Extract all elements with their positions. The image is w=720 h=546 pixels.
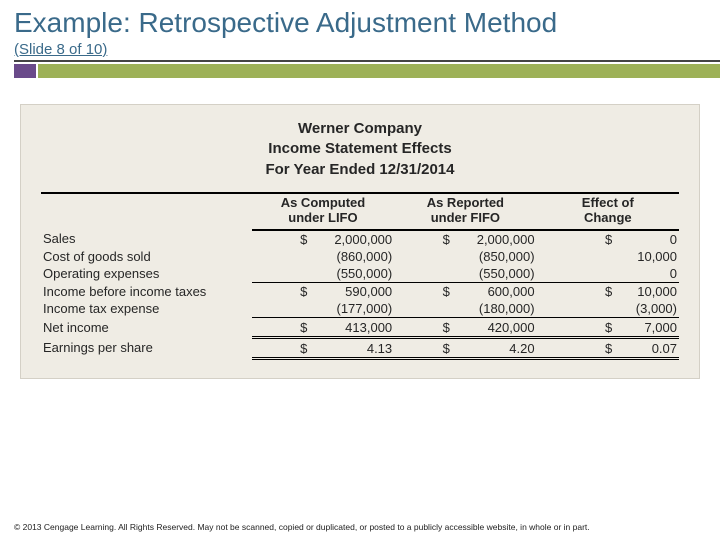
col-head-effect: Effect ofChange: [537, 193, 679, 230]
accent-bar: [0, 64, 720, 84]
accent-underline: [14, 60, 720, 62]
col-head-blank: [41, 193, 252, 230]
table-row: Net income $413,000 $420,000 $7,000: [41, 317, 679, 337]
income-statement-table: As Computedunder LIFO As Reportedunder F…: [41, 192, 679, 360]
table-row: Income before income taxes $590,000 $600…: [41, 282, 679, 300]
table-row: Sales $2,000,000 $2,000,000 $0: [41, 230, 679, 248]
panel-period: For Year Ended 12/31/2014: [41, 160, 679, 180]
accent-block-olive: [38, 64, 720, 78]
table-row: Operating expenses (550,000) (550,000) 0: [41, 265, 679, 283]
copyright-footer: © 2013 Cengage Learning. All Rights Rese…: [14, 522, 706, 532]
col-head-fifo: As Reportedunder FIFO: [394, 193, 536, 230]
table-row: Income tax expense (177,000) (180,000) (…: [41, 300, 679, 318]
accent-block-purple: [14, 64, 36, 78]
panel-header: Werner Company Income Statement Effects …: [41, 119, 679, 180]
panel-company: Werner Company: [41, 119, 679, 139]
table-row: Earnings per share $4.13 $4.20 $0.07: [41, 337, 679, 358]
slide-title: Example: Retrospective Adjustment Method: [14, 6, 720, 39]
panel-statement: Income Statement Effects: [41, 139, 679, 159]
income-statement-panel: Werner Company Income Statement Effects …: [20, 104, 700, 379]
table-row: Cost of goods sold (860,000) (850,000) 1…: [41, 248, 679, 265]
slide-subtitle: (Slide 8 of 10): [14, 41, 720, 58]
col-head-lifo: As Computedunder LIFO: [252, 193, 394, 230]
